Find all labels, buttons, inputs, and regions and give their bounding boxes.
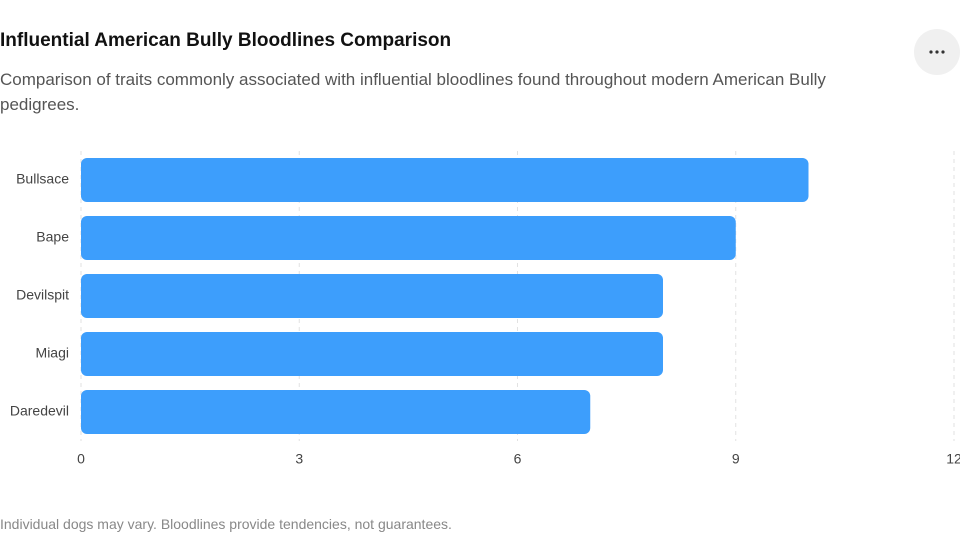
y-tick-label: Bape (36, 229, 69, 245)
y-tick-label: Daredevil (10, 403, 69, 419)
bar (81, 390, 591, 434)
x-tick-label: 9 (732, 451, 740, 467)
menu-dot[interactable] (929, 50, 933, 54)
chart: 0 3 6 9 12 Bullsace Bape Devilspit Miagi Daredevi… (10, 29, 960, 467)
y-tick-label: Devilspit (16, 287, 69, 303)
y-tick-label: Miagi (36, 345, 69, 361)
bar (81, 216, 736, 260)
x-tick-label: 3 (295, 451, 303, 467)
x-tick-label: 0 (77, 451, 85, 467)
menu-dot[interactable] (941, 50, 945, 54)
footnote: Individual dogs may vary. Bloodlines pro… (0, 516, 452, 532)
chart-subtitle: Comparison of traits commonly associated… (0, 70, 826, 114)
menu-button[interactable] (914, 29, 960, 75)
x-tick-label: 6 (514, 451, 522, 467)
bar (81, 274, 663, 318)
menu-dot[interactable] (935, 50, 939, 54)
chart-title: Influential American Bully Bloodlines Co… (0, 30, 452, 51)
y-tick-label: Bullsace (16, 171, 69, 187)
x-tick-label: 12 (946, 451, 960, 467)
bar (81, 158, 809, 202)
bar (81, 332, 663, 376)
